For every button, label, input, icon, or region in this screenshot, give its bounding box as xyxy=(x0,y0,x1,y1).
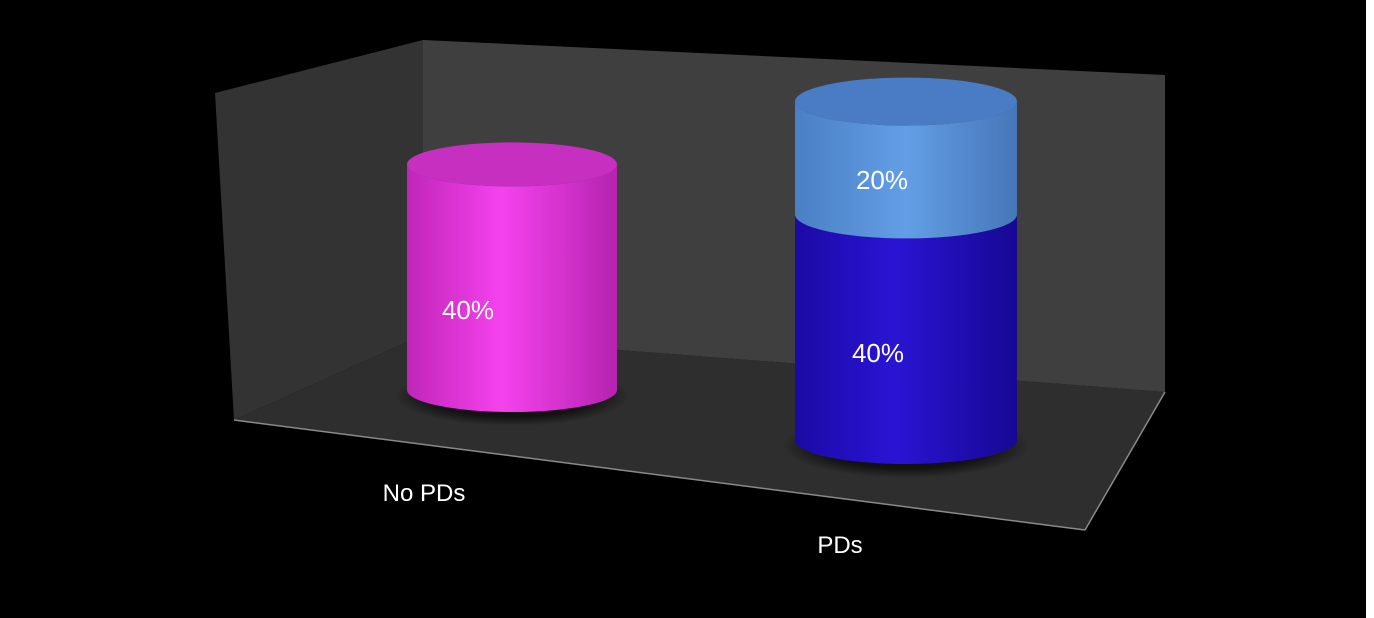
category-label-pds: PDs xyxy=(817,532,862,559)
bar-top-pds xyxy=(795,77,1017,126)
data-label-pds-40: 40% xyxy=(852,338,904,368)
bar-top-no-pds xyxy=(407,142,617,187)
bar-pds-series-1 xyxy=(795,214,1017,464)
category-label-no-pds: No PDs xyxy=(383,480,466,507)
left-wall xyxy=(215,40,423,420)
data-label-no-pds-40: 40% xyxy=(442,295,494,325)
data-label-pds-20: 20% xyxy=(856,165,908,195)
floor-right-edge xyxy=(1084,391,1166,531)
bar-pds-series-2 xyxy=(795,101,1017,239)
chart-marks xyxy=(395,77,1029,478)
bar-no-pds-series-1 xyxy=(407,164,617,412)
floor-front-edge xyxy=(233,419,1086,531)
right-edge-strip xyxy=(1366,0,1374,618)
